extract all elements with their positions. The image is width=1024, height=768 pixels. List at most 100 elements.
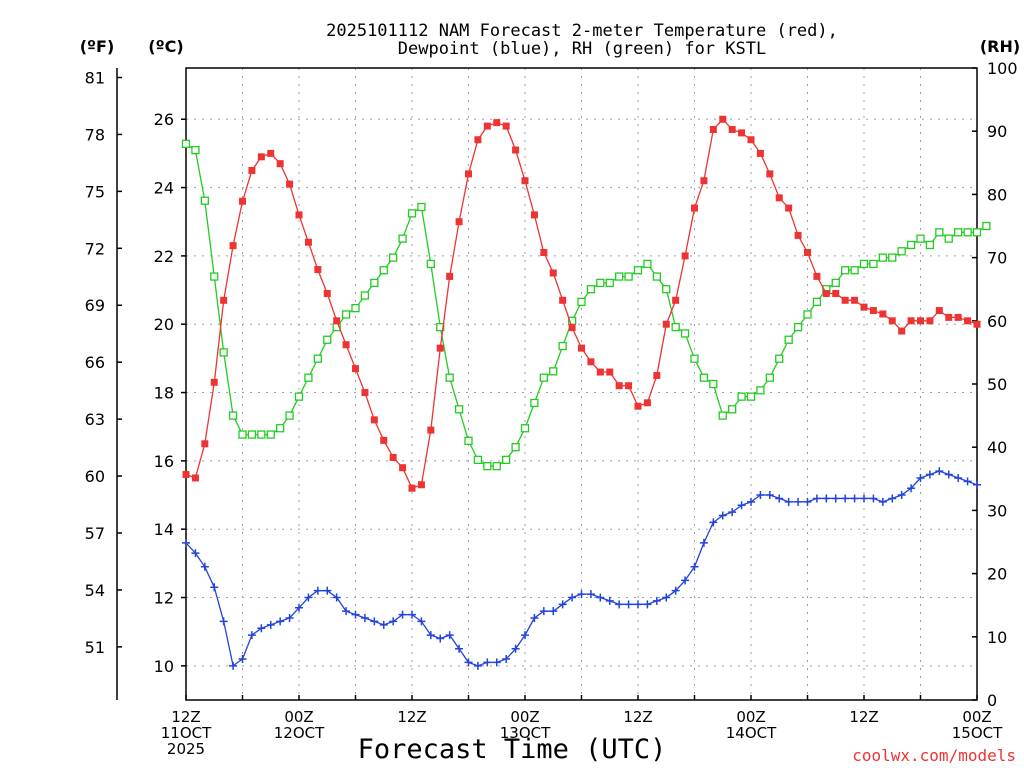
temperature-point xyxy=(465,170,472,178)
dewpoint-point xyxy=(539,607,548,616)
temperature-point xyxy=(417,481,425,489)
temperature-point xyxy=(512,146,520,154)
rh-tick-label: 30 xyxy=(987,501,1007,520)
rh-point xyxy=(652,272,661,281)
dewpoint-point xyxy=(191,549,200,558)
rh-point xyxy=(436,322,445,332)
dewpoint-point xyxy=(238,655,247,664)
celsius-tick-label: 16 xyxy=(154,452,174,471)
dewpoint-point xyxy=(841,494,850,503)
dewpoint-point xyxy=(464,658,473,667)
temperature-point xyxy=(907,317,915,325)
temperature-point xyxy=(945,313,953,321)
rh-point xyxy=(643,259,652,269)
rh-point xyxy=(972,228,982,237)
dewpoint-point xyxy=(756,491,765,500)
time-tick-label: 12OCT xyxy=(274,724,325,742)
temperature-point xyxy=(964,317,972,325)
rh-axis: 0 10 20 30 40 50 60 70 80 90 100 xyxy=(972,59,1018,710)
temperature-point xyxy=(267,149,275,157)
temperature-point xyxy=(474,136,482,144)
temperature-point xyxy=(662,320,670,328)
time-tick-label: 11OCT xyxy=(161,724,212,742)
rh-tick-label: 70 xyxy=(987,249,1007,268)
dewpoint-point xyxy=(342,607,351,616)
rh-point xyxy=(944,234,953,243)
temperature-point xyxy=(276,160,284,168)
dewpoint-point xyxy=(681,576,690,585)
dewpoint-point xyxy=(878,497,887,506)
temperature-point xyxy=(304,238,312,246)
time-tick-label: 12Z xyxy=(171,708,200,726)
dewpoint-point xyxy=(295,603,303,612)
dewpoint-point xyxy=(690,562,699,571)
rh-point xyxy=(803,310,812,319)
rh-point xyxy=(454,405,464,414)
rh-point xyxy=(897,247,906,256)
rh-unit-label: (RH) xyxy=(980,37,1020,56)
rh-point xyxy=(473,455,483,464)
rh-point xyxy=(784,335,793,344)
celsius-tick-label: 20 xyxy=(154,315,174,334)
rh-point xyxy=(417,202,426,212)
rh-point xyxy=(756,386,765,395)
temperature-point xyxy=(973,320,981,328)
rh-point xyxy=(228,411,238,420)
celsius-axis: 10 12 14 16 18 20 22 24 26 xyxy=(154,110,186,676)
dewpoint-point xyxy=(718,511,727,520)
dewpoint-point xyxy=(530,614,539,623)
rh-point xyxy=(963,228,972,237)
rh-point xyxy=(558,341,567,351)
temperature-point xyxy=(634,402,642,410)
dewpoint-point xyxy=(266,620,275,629)
rh-point xyxy=(445,373,454,382)
temperature-point xyxy=(822,289,830,297)
temperature-point xyxy=(446,272,454,280)
time-tick-label: 00Z xyxy=(962,708,991,726)
rh-point xyxy=(379,266,388,275)
dewpoint-point xyxy=(370,617,379,626)
rh-point xyxy=(728,405,737,414)
dewpoint-point xyxy=(671,586,680,595)
temperature-point xyxy=(869,307,877,315)
temperature-point xyxy=(578,344,585,352)
rh-tick-label: 10 xyxy=(987,628,1007,647)
dewpoint-point xyxy=(775,494,784,503)
rh-point xyxy=(520,424,530,433)
temperature-point xyxy=(728,125,736,133)
fahrenheit-tick-label: 75 xyxy=(85,182,105,201)
rh-point xyxy=(605,278,614,288)
rh-point xyxy=(690,354,699,363)
time-tick-label: 00Z xyxy=(736,708,765,726)
dewpoint-point xyxy=(954,473,963,482)
rh-point xyxy=(492,462,501,471)
fahrenheit-tick-label: 81 xyxy=(85,68,105,87)
time-tick-label: 15OCT xyxy=(952,724,1003,742)
rh-point xyxy=(671,322,680,332)
rh-point xyxy=(426,259,435,269)
time-tick-label: 00Z xyxy=(510,708,539,726)
temperature-point xyxy=(841,296,849,304)
rh-point xyxy=(596,278,605,288)
chart-title: 2025101112 NAM Forecast 2-meter Temperat… xyxy=(326,21,838,41)
temperature-point xyxy=(804,248,811,256)
rh-point xyxy=(407,209,417,218)
dewpoint-point xyxy=(473,661,482,670)
temperature-point xyxy=(352,365,359,373)
temperature-point xyxy=(380,436,388,444)
time-tick-label: 12Z xyxy=(623,708,652,726)
temperature-point xyxy=(502,122,510,130)
temperature-point xyxy=(295,211,303,219)
dewpoint-point xyxy=(502,655,511,664)
rh-point xyxy=(680,329,690,338)
rh-point xyxy=(737,392,746,401)
fahrenheit-tick-label: 57 xyxy=(85,524,105,543)
rh-point xyxy=(389,253,398,262)
rh-point xyxy=(398,234,407,243)
temperature-point xyxy=(606,368,614,376)
temperature-point xyxy=(587,358,595,366)
dewpoint-point xyxy=(709,518,718,527)
rh-point xyxy=(304,373,313,382)
rh-tick-label: 90 xyxy=(987,122,1007,141)
